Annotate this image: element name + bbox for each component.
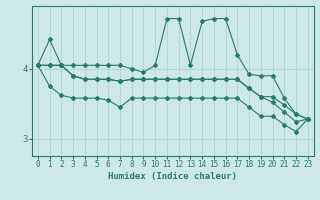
X-axis label: Humidex (Indice chaleur): Humidex (Indice chaleur): [108, 172, 237, 181]
